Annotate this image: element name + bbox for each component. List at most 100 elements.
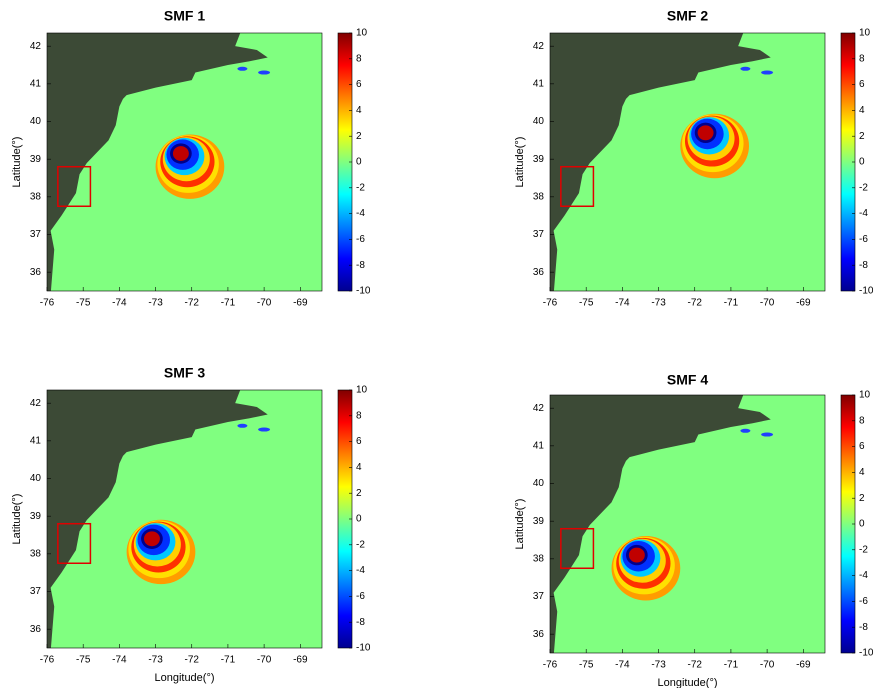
x-tick-label: -76 <box>40 298 55 309</box>
y-tick-label: 37 <box>30 229 42 240</box>
x-tick-label: -74 <box>615 298 630 309</box>
colorbar-tick-label: -4 <box>356 208 365 219</box>
colorbar-tick-label: 4 <box>859 105 865 116</box>
island <box>740 67 750 71</box>
y-tick-label: 36 <box>30 624 42 635</box>
colorbar-tick-label: 0 <box>859 157 865 168</box>
colorbar-tick-label: 10 <box>356 385 368 396</box>
colorbar-tick-label: -6 <box>356 234 365 245</box>
colorbar-tick-label: 2 <box>356 131 362 142</box>
y-tick-label: 36 <box>533 267 545 278</box>
y-tick-label: 38 <box>533 553 545 564</box>
colorbar-tick-label: 6 <box>859 441 865 452</box>
plot-area <box>539 27 825 294</box>
x-tick-label: -73 <box>148 655 163 666</box>
x-tick-label: -69 <box>796 660 811 671</box>
x-tick-label: -70 <box>760 660 775 671</box>
x-tick-label: -75 <box>579 660 594 671</box>
island <box>740 429 750 433</box>
x-tick-label: -73 <box>148 298 163 309</box>
x-tick-label: -71 <box>221 655 236 666</box>
x-tick-label: -70 <box>760 298 775 309</box>
wave-ring <box>173 146 189 161</box>
y-tick-label: 38 <box>533 191 545 202</box>
colorbar-tick-label: 2 <box>356 488 362 499</box>
colorbar-tick-label: 10 <box>859 390 871 401</box>
colorbar-tick-label: 8 <box>859 53 865 64</box>
colorbar-tick-label: -8 <box>859 622 868 633</box>
colorbar-tick-label: -2 <box>859 182 868 193</box>
x-tick-label: -71 <box>221 298 236 309</box>
x-tick-label: -71 <box>724 298 739 309</box>
panel-title: SMF 3 <box>164 365 205 381</box>
x-tick-label: -75 <box>76 298 91 309</box>
colorbar-tick-label: -6 <box>859 234 868 245</box>
x-axis-label: Longitude(°) <box>154 672 214 684</box>
colorbar-tick-label: 2 <box>859 493 865 504</box>
colorbar-tick-label: -2 <box>356 182 365 193</box>
colorbar-tick-label: 8 <box>356 53 362 64</box>
y-tick-label: 40 <box>533 478 545 489</box>
y-axis-label: Latitude(°) <box>11 494 23 545</box>
y-tick-label: 37 <box>533 229 545 240</box>
y-tick-label: 38 <box>30 191 42 202</box>
x-tick-label: -76 <box>543 660 558 671</box>
y-tick-label: 42 <box>30 41 42 52</box>
island <box>258 71 270 75</box>
x-tick-label: -72 <box>688 660 703 671</box>
x-tick-label: -70 <box>257 298 272 309</box>
x-tick-label: -74 <box>112 298 127 309</box>
colorbar-tick-label: 10 <box>859 28 871 39</box>
y-tick-label: 39 <box>30 511 42 522</box>
x-tick-label: -69 <box>796 298 811 309</box>
colorbar-tick-label: 0 <box>356 157 362 168</box>
y-tick-label: 38 <box>30 548 42 559</box>
y-tick-label: 37 <box>30 586 42 597</box>
x-tick-label: -71 <box>724 660 739 671</box>
x-tick-label: -69 <box>293 655 308 666</box>
colorbar-tick-label: 2 <box>859 131 865 142</box>
panel-title: SMF 4 <box>667 372 708 388</box>
plot-area <box>36 27 322 294</box>
x-tick-label: -76 <box>543 298 558 309</box>
y-tick-label: 41 <box>30 435 42 446</box>
island <box>237 67 247 71</box>
y-tick-label: 42 <box>30 398 42 409</box>
x-tick-label: -74 <box>112 655 127 666</box>
y-tick-label: 40 <box>533 116 545 127</box>
wave-ring <box>629 548 645 563</box>
colorbar-tick-label: 10 <box>356 28 368 39</box>
colorbar-tick-label: 4 <box>356 105 362 116</box>
colorbar-tick-label: -2 <box>859 544 868 555</box>
colorbar-tick-label: -6 <box>356 591 365 602</box>
colorbar-tick-label: 0 <box>859 519 865 530</box>
y-tick-label: 41 <box>30 78 42 89</box>
wave-ring <box>698 125 714 140</box>
x-tick-label: -72 <box>185 298 200 309</box>
x-tick-label: -69 <box>293 298 308 309</box>
y-tick-label: 42 <box>533 403 545 414</box>
y-tick-label: 36 <box>30 267 42 278</box>
colorbar-tick-label: -8 <box>356 617 365 628</box>
colorbar-tick-label: 4 <box>356 462 362 473</box>
panel: SMF 1-76-75-74-73-72-71-70-6936373839404… <box>11 8 371 309</box>
x-tick-label: -73 <box>651 298 666 309</box>
colorbar-tick-label: -2 <box>356 539 365 550</box>
colorbar-tick-label: -8 <box>356 260 365 271</box>
colorbar-tick-label: 4 <box>859 467 865 478</box>
colorbar-tick-label: 0 <box>356 514 362 525</box>
x-tick-label: -75 <box>579 298 594 309</box>
y-tick-label: 37 <box>533 591 545 602</box>
x-tick-label: -72 <box>688 298 703 309</box>
x-tick-label: -72 <box>185 655 200 666</box>
colorbar-tick-label: -4 <box>859 208 868 219</box>
colorbar-tick-label: -10 <box>356 286 371 297</box>
colorbar-tick-label: -4 <box>859 570 868 581</box>
island <box>761 433 773 437</box>
colorbar-tick-label: -10 <box>859 286 874 297</box>
x-tick-label: -75 <box>76 655 91 666</box>
colorbar-tick-label: -8 <box>859 260 868 271</box>
colorbar-tick-label: 6 <box>356 79 362 90</box>
island <box>237 424 247 428</box>
x-tick-label: -76 <box>40 655 55 666</box>
